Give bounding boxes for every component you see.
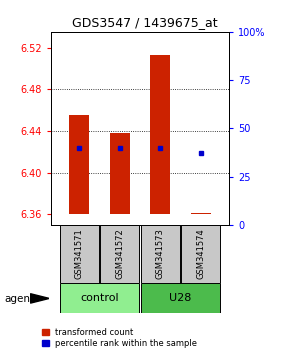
Bar: [141, 283, 220, 313]
Bar: [69, 115, 89, 215]
Text: GSM341572: GSM341572: [115, 229, 124, 279]
Text: control: control: [80, 293, 119, 303]
Polygon shape: [30, 294, 49, 303]
Text: GDS3547 / 1439675_at: GDS3547 / 1439675_at: [72, 16, 218, 29]
Bar: [100, 225, 139, 283]
Text: GSM341574: GSM341574: [196, 229, 205, 279]
Text: U28: U28: [169, 293, 192, 303]
Bar: [141, 225, 180, 283]
Bar: [60, 225, 99, 283]
Text: GSM341571: GSM341571: [75, 229, 84, 279]
Bar: [181, 225, 220, 283]
Legend: transformed count, percentile rank within the sample: transformed count, percentile rank withi…: [42, 327, 197, 348]
Bar: [110, 133, 130, 215]
Text: agent: agent: [4, 294, 35, 304]
Bar: [191, 213, 211, 215]
Bar: [150, 55, 170, 215]
Bar: [60, 283, 139, 313]
Text: GSM341573: GSM341573: [156, 229, 165, 279]
